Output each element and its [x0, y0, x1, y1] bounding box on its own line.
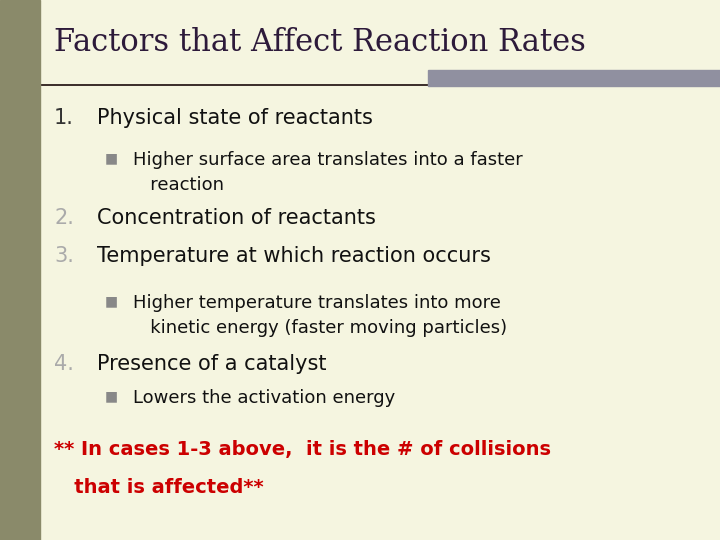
Text: Temperature at which reaction occurs: Temperature at which reaction occurs [97, 246, 491, 266]
Text: Physical state of reactants: Physical state of reactants [97, 108, 373, 128]
Text: Higher surface area translates into a faster
   reaction: Higher surface area translates into a fa… [133, 151, 523, 193]
Text: ** In cases 1-3 above,  it is the # of collisions: ** In cases 1-3 above, it is the # of co… [54, 440, 551, 459]
Text: 1.: 1. [54, 108, 74, 128]
Bar [428, 70, 720, 86]
Text: Concentration of reactants: Concentration of reactants [97, 208, 376, 228]
Text: Presence of a catalyst: Presence of a catalyst [97, 354, 327, 374]
Text: Lowers the activation energy: Lowers the activation energy [133, 389, 395, 407]
Text: 2.: 2. [54, 208, 74, 228]
Text: 4.: 4. [54, 354, 74, 374]
Bar [0, 0, 40, 540]
Text: that is affected**: that is affected** [54, 478, 264, 497]
Text: 3.: 3. [54, 246, 74, 266]
Text: ■: ■ [104, 294, 117, 308]
Text: ■: ■ [104, 389, 117, 403]
Text: Factors that Affect Reaction Rates: Factors that Affect Reaction Rates [54, 27, 586, 58]
Text: ■: ■ [104, 151, 117, 165]
Text: Higher temperature translates into more
   kinetic energy (faster moving particl: Higher temperature translates into more … [133, 294, 508, 336]
